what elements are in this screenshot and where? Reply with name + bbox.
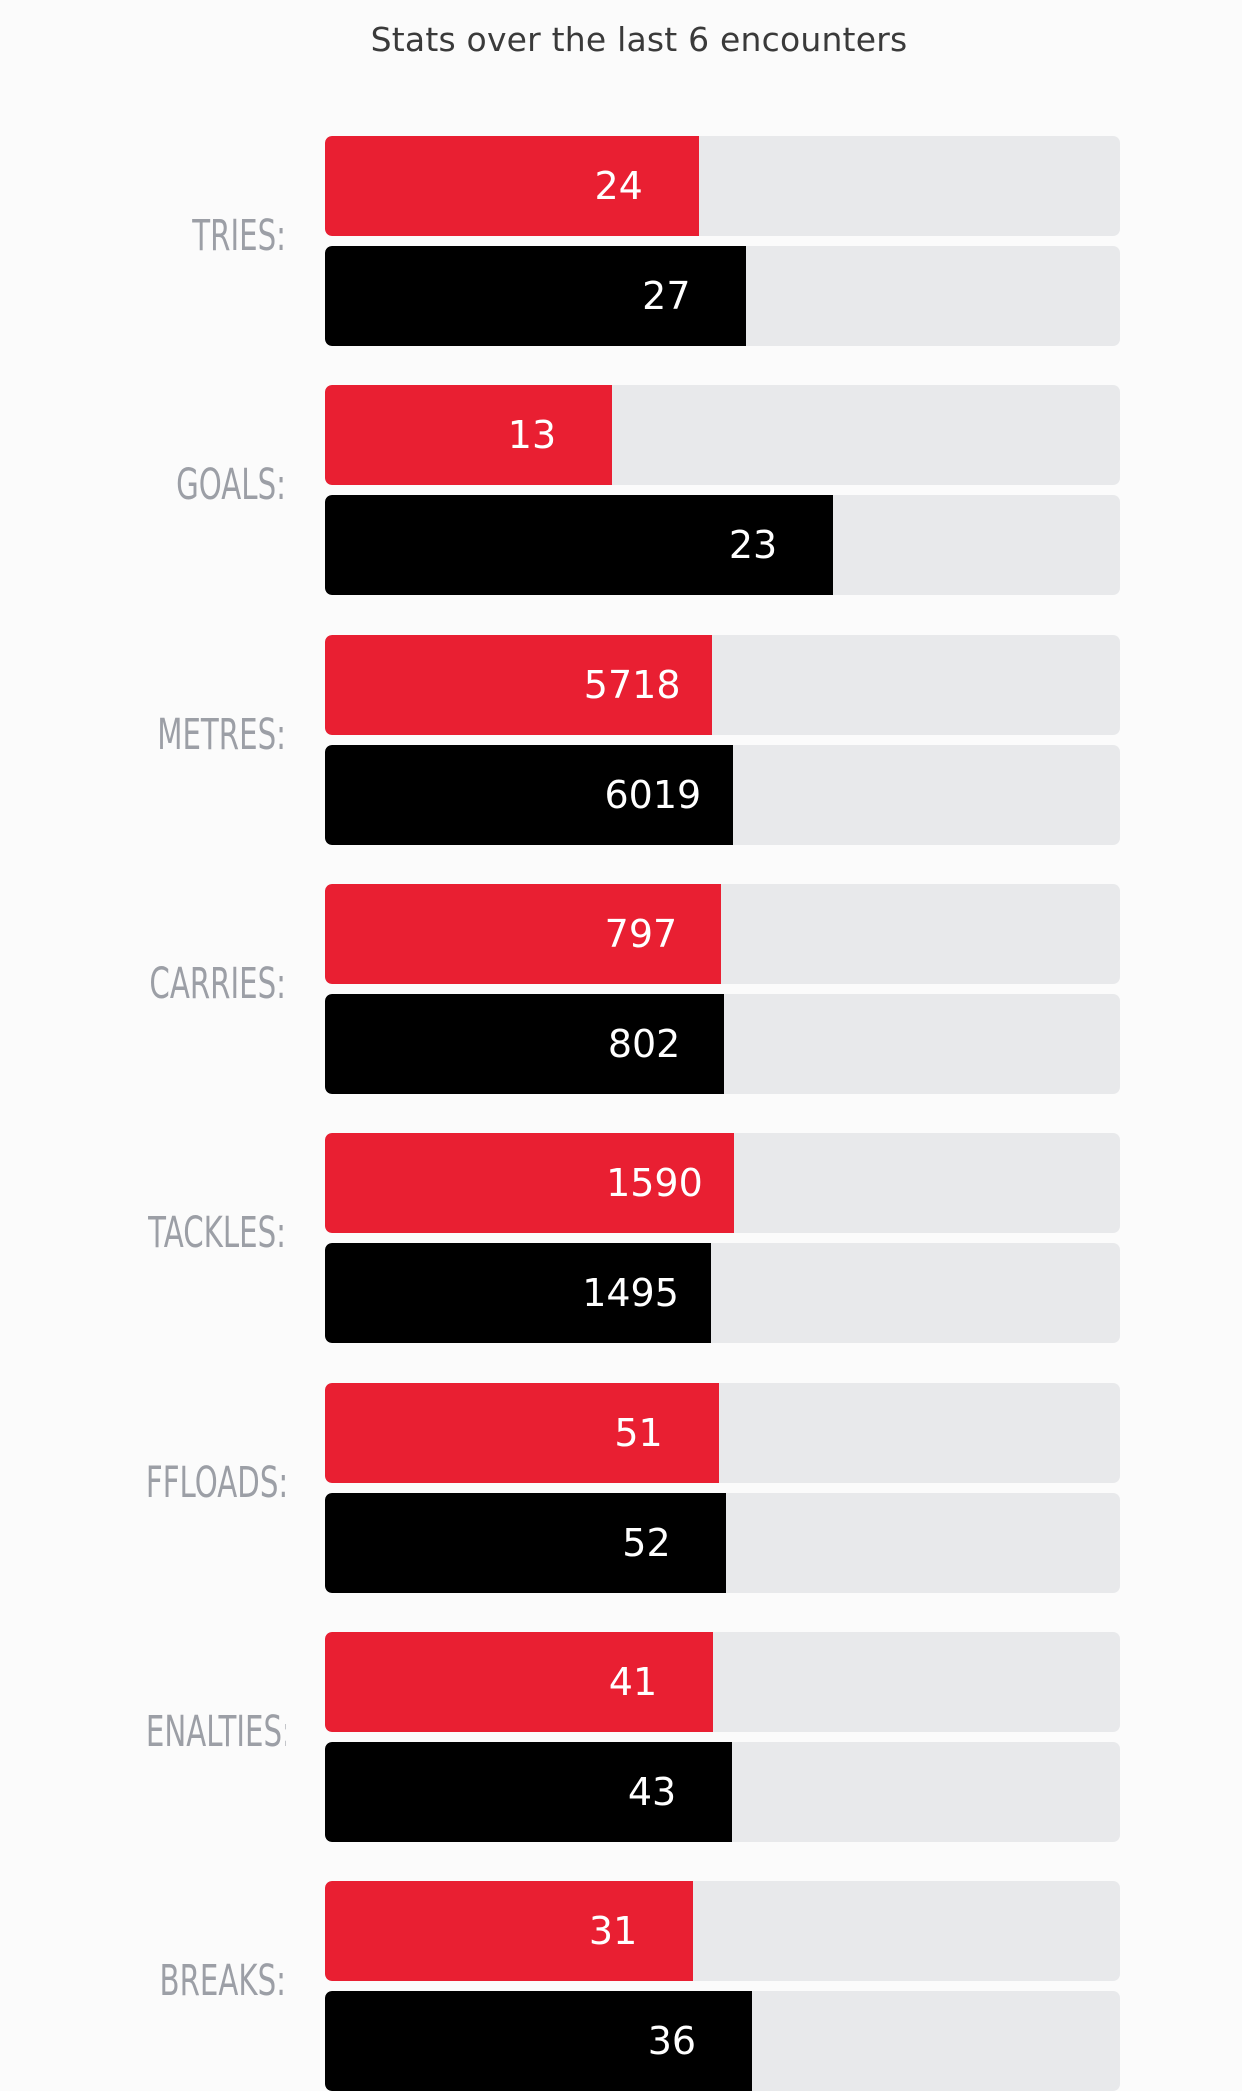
stat-label: BREAKS:	[159, 1956, 286, 2007]
away-bar-track: 1495	[325, 1243, 1120, 1344]
home-value-label: 13	[507, 413, 557, 458]
stat-row: GOALS: 13 23	[0, 385, 1242, 596]
away-bar-fill	[325, 1243, 711, 1344]
home-bar-fill	[325, 1133, 735, 1234]
page-title: Stats over the last 6 encounters	[370, 20, 908, 59]
home-bar-fill	[325, 634, 713, 735]
stat-row: TACKLES: 1590 1495	[0, 1133, 1242, 1344]
away-bar-fill	[325, 1741, 733, 1842]
away-value-label: 23	[728, 523, 778, 568]
stat-row: ENALTIES: 41 43	[0, 1631, 1242, 1842]
away-bar-track: 27	[325, 246, 1120, 346]
stat-label: FFLOADS:	[145, 1457, 286, 1508]
away-value-label: 6019	[604, 772, 702, 817]
away-bar-track: 6019	[325, 744, 1120, 845]
home-bar-track: 41	[325, 1631, 1120, 1732]
away-bar-track: 802	[325, 993, 1120, 1094]
away-bar-fill	[325, 744, 733, 845]
home-bar-track: 24	[325, 136, 1120, 236]
stat-row: TRIES: 24 27	[0, 136, 1242, 346]
home-bar-track: 51	[325, 1382, 1120, 1483]
stat-row: METRES: 5718 6019	[0, 634, 1242, 845]
home-bar-fill	[325, 1881, 694, 1982]
home-bar-fill	[325, 1631, 713, 1732]
home-value-label: 24	[594, 164, 643, 208]
stat-label: TRIES:	[192, 211, 286, 261]
away-value-label: 52	[622, 1520, 671, 1565]
home-bar-fill	[325, 385, 612, 486]
away-value-label: 1495	[582, 1271, 679, 1316]
home-bar-fill	[325, 883, 721, 984]
away-bar-track: 43	[325, 1741, 1120, 1842]
stat-label: GOALS:	[176, 460, 286, 511]
home-value-label: 51	[614, 1410, 663, 1455]
stat-row: FFLOADS: 51 52	[0, 1382, 1242, 1593]
away-bar-fill	[325, 246, 747, 346]
stat-label: METRES:	[157, 709, 286, 760]
away-value-label: 36	[647, 2019, 697, 2064]
home-value-label: 41	[608, 1659, 658, 1704]
stat-label: CARRIES:	[149, 958, 286, 1009]
away-bar-fill	[325, 495, 833, 596]
home-value-label: 1590	[606, 1161, 703, 1206]
home-value-label: 5718	[583, 662, 681, 707]
away-bar-track: 23	[325, 495, 1120, 596]
away-value-label: 27	[642, 274, 691, 318]
away-bar-fill	[325, 1492, 727, 1593]
home-bar-track: 797	[325, 883, 1120, 984]
stat-row: CARRIES: 797 802	[0, 883, 1242, 1094]
stat-label: TACKLES:	[148, 1208, 286, 1259]
home-bar-track: 31	[325, 1881, 1120, 1982]
away-bar-track: 36	[325, 1991, 1120, 2091]
away-value-label: 802	[607, 1021, 681, 1066]
home-value-label: 797	[604, 911, 678, 956]
home-bar-fill	[325, 136, 699, 236]
away-bar-fill	[325, 993, 725, 1094]
home-bar-fill	[325, 1382, 719, 1483]
away-value-label: 43	[627, 1769, 677, 1814]
home-value-label: 31	[588, 1909, 638, 1954]
home-bar-track: 5718	[325, 634, 1120, 735]
away-bar-track: 52	[325, 1492, 1120, 1593]
home-bar-track: 13	[325, 385, 1120, 486]
home-bar-track: 1590	[325, 1133, 1120, 1234]
stat-label: ENALTIES:	[145, 1706, 286, 1757]
